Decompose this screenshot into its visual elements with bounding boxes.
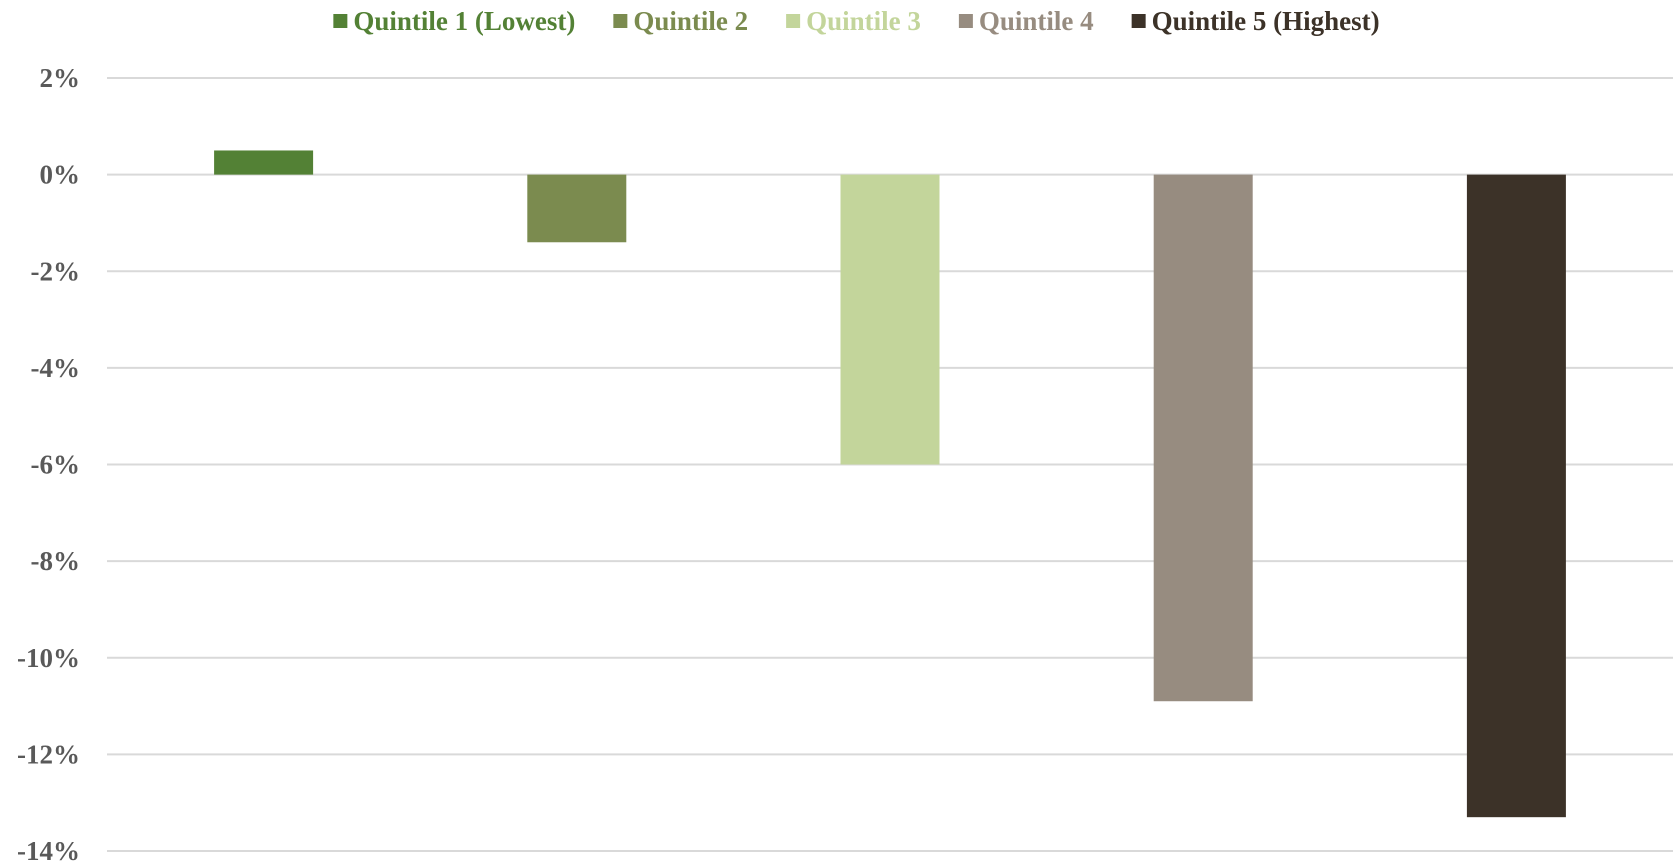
y-tick-label: -6%	[31, 450, 81, 480]
bar-3	[840, 174, 940, 465]
y-tick-label: -14%	[17, 836, 80, 862]
legend: Quintile 1 (Lowest) Quintile 2 Quintile 3 Q…	[333, 6, 1380, 36]
legend-label: Quintile 1 (Lowest)	[353, 6, 575, 36]
legend-swatch	[958, 14, 973, 28]
bar-4	[1153, 174, 1253, 702]
y-tick-label: -10%	[17, 643, 80, 673]
legend-swatch	[333, 14, 348, 28]
y-tick-label: 0%	[40, 160, 81, 190]
bar-2	[527, 174, 627, 243]
y-tick-label: -8%	[31, 546, 81, 576]
legend-label: Quintile 3	[806, 6, 921, 36]
bar-5	[1466, 174, 1566, 818]
legend-swatch	[613, 14, 628, 28]
y-tick-label: -4%	[31, 353, 81, 383]
bars	[214, 150, 1566, 818]
y-axis-tick-labels: 2% 0% -2% -4% -6% -8% -10% -12% -14%	[17, 63, 81, 866]
bar-1	[214, 150, 314, 175]
legend-swatch	[786, 14, 801, 28]
legend-label: Quintile 5 (Highest)	[1152, 6, 1380, 36]
y-tick-label: -2%	[31, 256, 81, 286]
legend-swatch	[1131, 14, 1146, 28]
y-tick-label: -12%	[17, 739, 80, 769]
y-tick-label: 2%	[40, 63, 81, 93]
legend-label: Quintile 4	[979, 6, 1094, 36]
legend-label: Quintile 2	[633, 6, 748, 36]
